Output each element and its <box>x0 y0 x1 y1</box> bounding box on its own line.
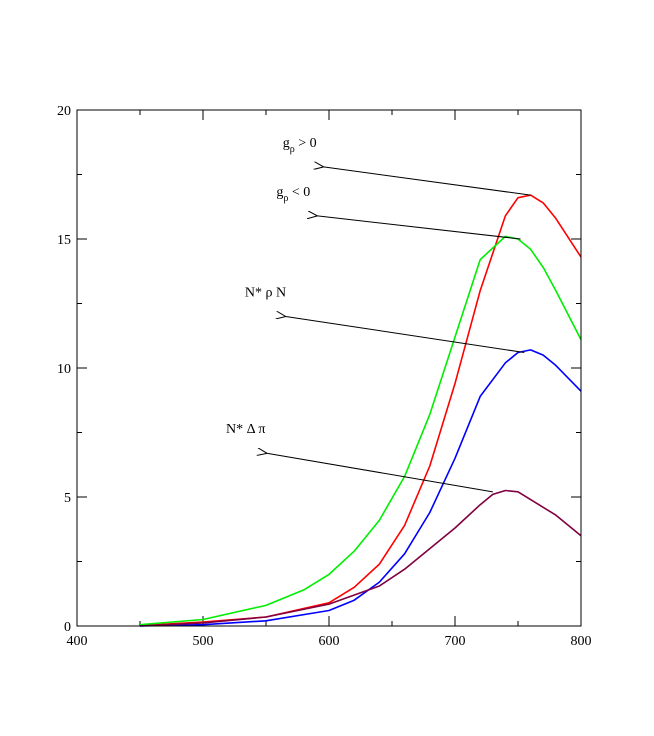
annotation-arrow-4 <box>266 453 493 493</box>
y-tick-label: 15 <box>57 233 71 248</box>
annotations: gρ > 0 gρ < 0 N* ρ N N* Δ π <box>226 136 531 493</box>
y-tick-label: 10 <box>57 362 71 377</box>
axis-tick-labels: 400 500 600 700 800 0 5 10 15 20 <box>57 104 592 649</box>
annotation-arrow-2 <box>316 216 521 240</box>
series-line-2 <box>139 235 582 626</box>
y-tick-label: 0 <box>64 620 71 635</box>
x-tick-label: 700 <box>445 634 466 649</box>
x-tick-label: 800 <box>571 634 592 649</box>
series-line-1 <box>139 194 582 627</box>
annotation-arrow-1 <box>323 167 531 196</box>
x-tick-label: 600 <box>319 634 340 649</box>
x-tick-label: 500 <box>193 634 214 649</box>
axis-ticks <box>76 109 582 627</box>
annotation-label-3: N* ρ N <box>245 285 286 300</box>
annotation-label-4: N* Δ π <box>226 422 265 437</box>
annotation-label-2: gρ < 0 <box>276 185 310 204</box>
series-line-3 <box>139 349 582 627</box>
series-line-4 <box>139 489 582 627</box>
y-tick-label: 5 <box>64 491 71 506</box>
x-tick-label: 400 <box>67 634 88 649</box>
plot-frame <box>76 109 582 627</box>
annotation-label-1: gρ > 0 <box>283 136 317 155</box>
annotation-arrow-3 <box>285 316 525 354</box>
y-tick-label: 20 <box>57 104 71 119</box>
series-lines <box>139 194 582 627</box>
